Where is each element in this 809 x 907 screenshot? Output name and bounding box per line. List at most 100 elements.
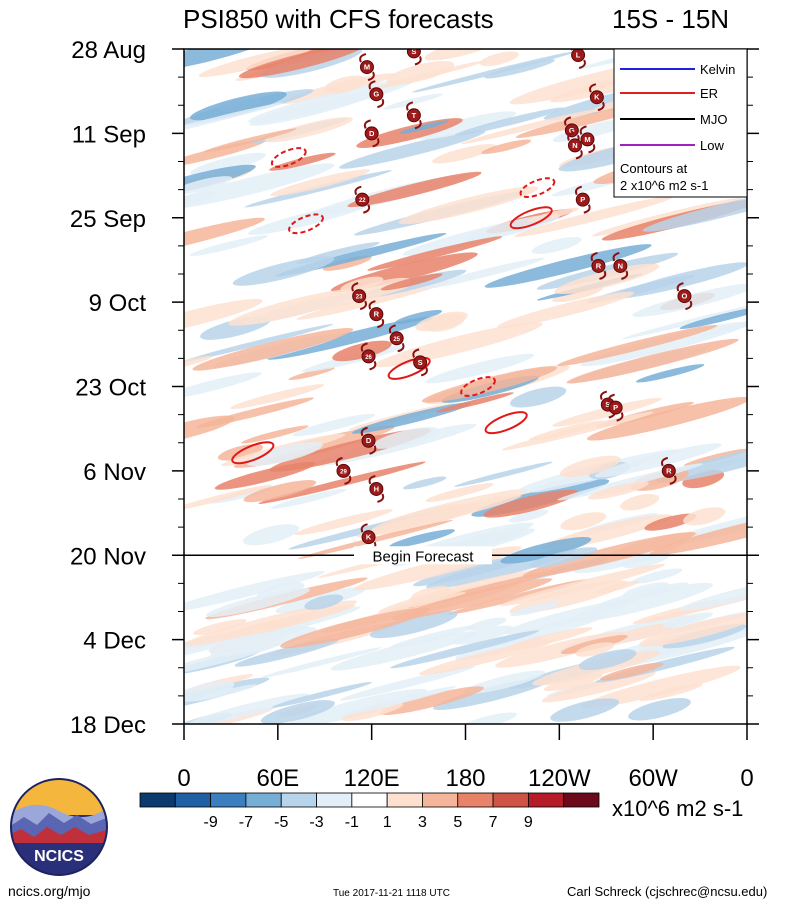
field-patch: [514, 196, 674, 237]
storm-label: G: [373, 90, 379, 99]
field-patch: [330, 631, 478, 671]
field-patch: [249, 92, 374, 126]
field-patch: [366, 60, 486, 91]
field-patch: [418, 639, 554, 675]
ncics-logo: NCICS: [10, 778, 108, 876]
storm-label: 23: [356, 295, 363, 301]
storm-marker: R: [660, 456, 677, 485]
colorbar-box: [139, 792, 176, 808]
er-contour: [519, 177, 556, 198]
storm-label: S: [411, 47, 416, 56]
field-patch: [342, 686, 457, 716]
storm-label: R: [596, 261, 602, 270]
field-patch: [379, 686, 484, 716]
storm-marker: N: [612, 251, 629, 280]
colorbar-label: 3: [418, 814, 427, 831]
storm-marker: S: [412, 348, 428, 377]
field-patch: [483, 489, 579, 518]
footer-author: Carl Schreck (cjschrec@ncsu.edu): [567, 884, 768, 899]
field-patch: [371, 426, 439, 449]
storm-label: S: [418, 358, 423, 367]
colorbar-box: [316, 792, 353, 808]
storm-marker: P: [607, 393, 624, 422]
field-patch: [527, 207, 579, 223]
colorbar-box: [351, 792, 388, 808]
er-contour: [460, 376, 496, 397]
storm-label: O: [682, 292, 688, 301]
field-patch: [649, 510, 747, 556]
field-patch: [467, 617, 507, 631]
field-patch: [356, 494, 522, 538]
er-contour: [387, 356, 431, 380]
footer-timestamp: Tue 2017-11-21 1118 UTC: [333, 888, 450, 899]
field-patch: [552, 397, 662, 427]
storm-marker: 29: [335, 456, 352, 485]
field-patch: [632, 283, 747, 317]
field-patch: [500, 537, 592, 564]
field-patch: [386, 61, 455, 85]
storm-label: N: [618, 261, 623, 270]
storm-marker: R: [368, 300, 385, 329]
field-patch: [578, 649, 637, 671]
field-patch: [184, 372, 262, 400]
field-patch: [484, 59, 556, 79]
storm-marker: 23: [351, 282, 367, 311]
field-patch: [421, 366, 558, 403]
field-patch: [258, 461, 426, 504]
field-patch: [264, 117, 353, 143]
colorbar-box: [386, 792, 423, 808]
field-patch: [184, 176, 233, 195]
field-patch: [189, 235, 268, 256]
field-patch: [452, 625, 514, 645]
field-patch: [586, 396, 747, 441]
storm-marker: 26: [360, 342, 377, 371]
legend: Kelvin ER MJO Low Contours at 2 x10^6 m2…: [613, 48, 748, 198]
field-patch: [244, 170, 392, 208]
field-patch: [410, 585, 452, 604]
field-patch: [460, 108, 602, 145]
field-patch: [184, 139, 266, 168]
field-patch: [203, 128, 297, 153]
footer-website[interactable]: ncics.org/mjo: [8, 883, 91, 899]
field-patch: [497, 291, 635, 328]
field-patch: [184, 415, 235, 445]
colorbar-label: -5: [274, 814, 288, 831]
storm-marker: G: [368, 80, 385, 109]
legend-label-low: Low: [700, 138, 724, 153]
colorbar-box: [174, 792, 212, 808]
field-patch: [184, 217, 265, 258]
field-patch: [238, 49, 364, 79]
field-patch: [342, 702, 404, 721]
er-contour: [288, 213, 324, 235]
field-patch: [184, 323, 334, 363]
field-patch: [635, 364, 705, 383]
field-patch: [230, 384, 325, 409]
colorbar-label: -7: [239, 814, 253, 831]
field-patch: [557, 324, 718, 367]
x-axis: 0 60E 120E 180 120W 60W 0: [177, 724, 754, 792]
field-patch: [600, 662, 664, 681]
y-tick-label: 6 Nov: [83, 459, 146, 486]
storm-label: H: [374, 484, 379, 493]
field-patch: [390, 630, 540, 669]
field-patch: [436, 392, 514, 413]
colorbar: -9 -7 -5 -3 -1 1 3 5 7 9: [139, 792, 600, 831]
field-patch: [391, 578, 553, 621]
storm-marker: T: [406, 101, 422, 130]
field-patch: [433, 677, 552, 711]
x-tick-label: 60E: [256, 765, 299, 792]
y-tick-label: 23 Oct: [75, 375, 146, 402]
field-patch: [184, 49, 274, 72]
field-patch: [595, 580, 639, 594]
storm-label: N: [572, 141, 577, 150]
field-patch: [531, 236, 582, 254]
colorbar-units: x10^6 m2 s-1: [612, 796, 743, 821]
field-patch: [184, 102, 283, 142]
er-contour: [484, 411, 528, 435]
storm-label: 22: [359, 198, 366, 204]
x-tick-label: 180: [445, 765, 485, 792]
er-contour: [270, 147, 307, 168]
storm-label: P: [580, 195, 585, 204]
legend-contours-line1: Contours at: [620, 161, 688, 176]
y-tick-label: 11 Sep: [72, 121, 146, 148]
